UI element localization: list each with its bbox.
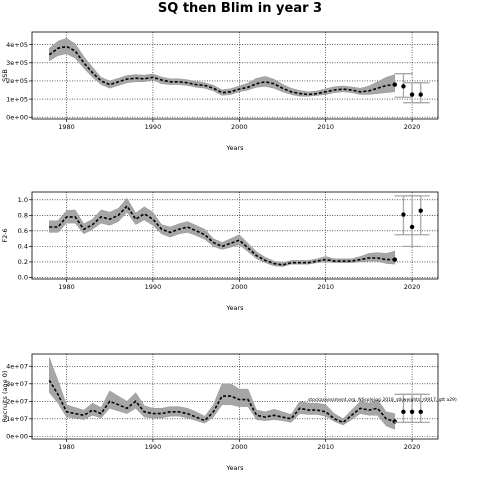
y-tick-label: 0.8 (18, 212, 28, 220)
figure-title: SQ then Blim in year 3 (158, 1, 322, 16)
y-tick-label: 0e+00 (6, 113, 28, 121)
last-year-point (392, 419, 398, 424)
ssb-panel: 1980 1990 2000 2010 2020 0e+00 1e+05 2e+05 3e+05… (1, 31, 439, 152)
recruits-panel: 1980 1990 2000 2010 2020 0e+00 1e+07 2e+07 3e+07… (1, 353, 457, 472)
y-tick-label: 4e+07 (6, 362, 28, 370)
y-tick-label: 1.0 (18, 196, 28, 204)
fishing-mortality-panel: 1980 1990 2000 2010 2020 0.0 0.2 0.4 0.6 0.8 1.0 Ye… (1, 191, 439, 312)
plot-frame (31, 353, 439, 440)
y-tick-label: 0.4 (18, 243, 28, 251)
x-tick-label: 1980 (58, 123, 75, 131)
projection-point (418, 409, 423, 415)
y-tick-label: 4e+05 (6, 41, 28, 49)
y-axis-label: F2-6 (1, 228, 9, 242)
projection-point (409, 224, 415, 230)
x-tick-label: 2000 (231, 443, 248, 451)
x-tick-label: 2010 (317, 123, 334, 131)
projection-point (418, 92, 423, 97)
x-tick-label: 2020 (404, 123, 421, 131)
projection-point (401, 212, 406, 217)
y-tick-label: 1e+07 (6, 415, 28, 423)
last-year-point (392, 82, 398, 87)
x-axis-label: Years (225, 464, 244, 472)
confidence-band (49, 357, 395, 430)
x-tick-label: 1980 (58, 283, 75, 291)
source-annotation: stockassessment.org, NSsole(og 2018_stkw… (308, 397, 457, 403)
median-line (49, 204, 395, 266)
x-tick-label: 2020 (404, 283, 421, 291)
y-tick-label: 0.0 (18, 274, 28, 282)
x-axis-label: Years (225, 304, 244, 312)
projection-point (409, 92, 415, 97)
x-tick-label: 1980 (58, 443, 75, 451)
y-tick-label: 3e+05 (6, 59, 28, 67)
y-tick-label: 1e+05 (6, 95, 28, 103)
y-axis-label: SSB (1, 69, 9, 82)
x-axis-label: Years (225, 144, 244, 152)
median-line (48, 45, 395, 96)
projection-point (401, 409, 406, 415)
y-axis-label: Recruits (age 0) (1, 371, 9, 423)
x-tick-label: 2000 (231, 123, 248, 131)
x-tick-label: 1990 (145, 283, 162, 291)
plot-frame (31, 191, 439, 280)
y-tick-label: 0e+00 (6, 433, 28, 441)
y-tick-label: 0.6 (18, 227, 28, 235)
last-year-point (392, 257, 398, 262)
y-tick-label: 0.2 (18, 258, 28, 266)
x-tick-label: 2020 (404, 443, 421, 451)
x-tick-label: 2010 (317, 283, 334, 291)
y-tick-label: 3e+07 (6, 380, 28, 388)
projection-point (401, 84, 406, 89)
y-tick-label: 2e+05 (6, 77, 28, 85)
confidence-band (49, 38, 395, 97)
x-tick-label: 1990 (145, 123, 162, 131)
x-tick-label: 2010 (317, 443, 334, 451)
y-tick-label: 2e+07 (6, 398, 28, 406)
projection-point (409, 409, 415, 415)
plot-frame (31, 31, 439, 120)
projection-point (418, 208, 423, 213)
x-tick-label: 2000 (231, 283, 248, 291)
confidence-band (49, 197, 395, 267)
x-tick-label: 1990 (145, 443, 162, 451)
median-line (48, 379, 396, 424)
